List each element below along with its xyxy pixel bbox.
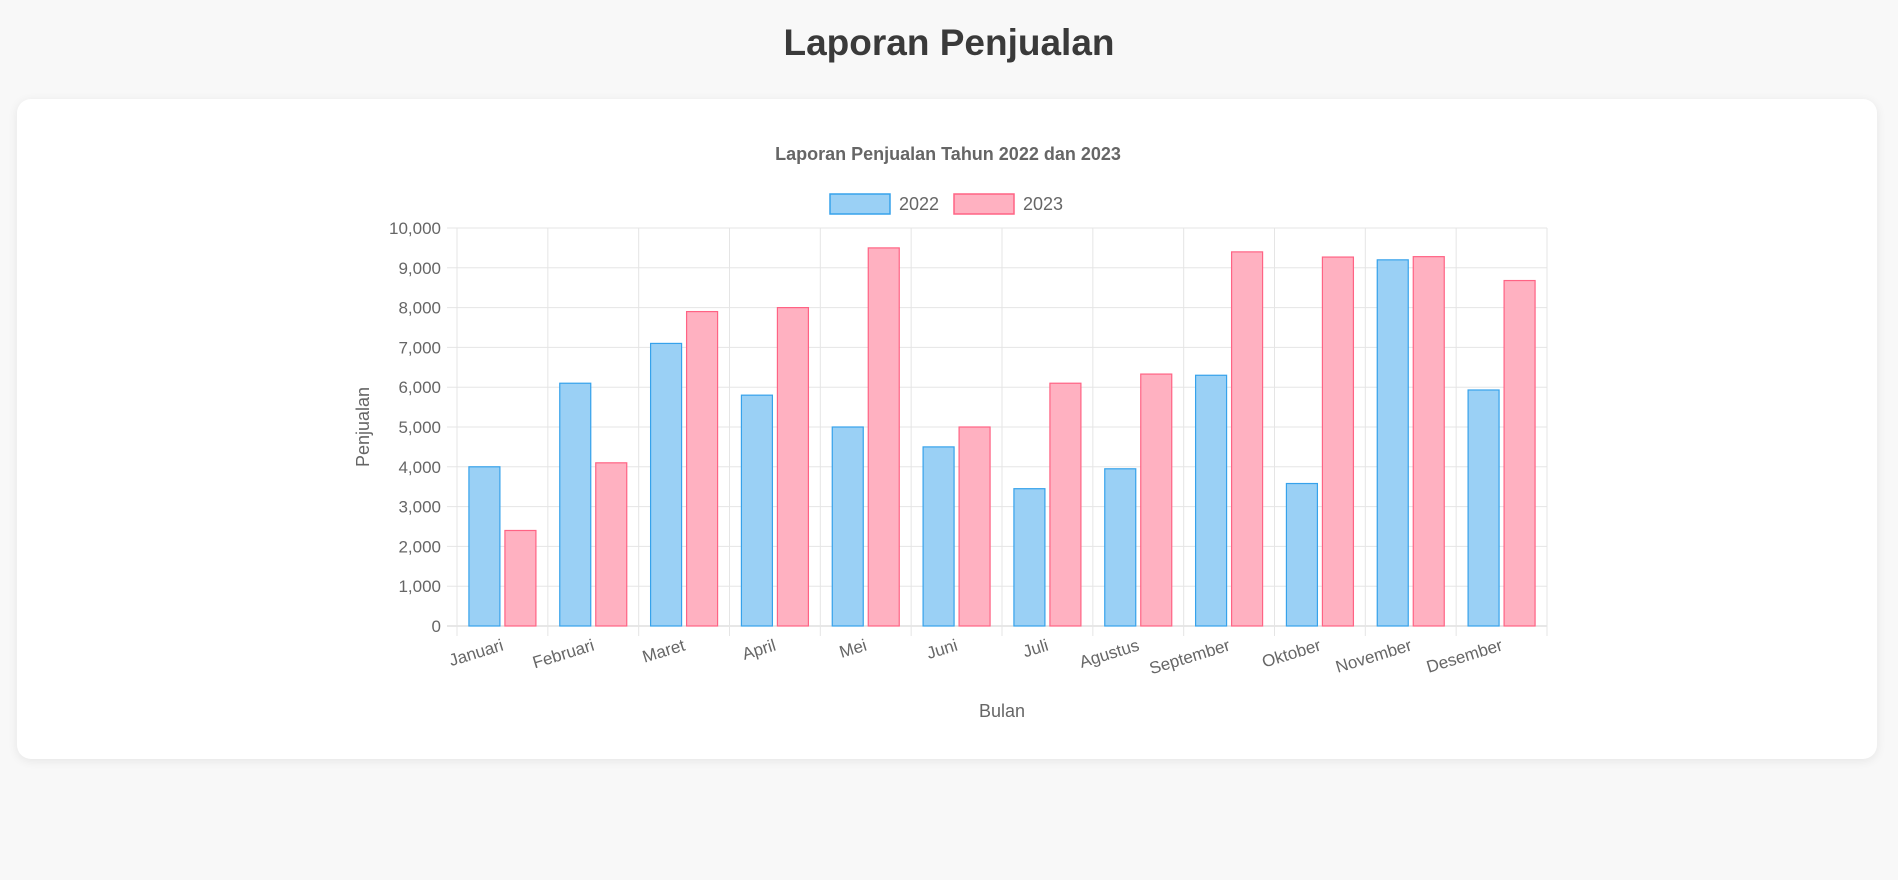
bar-2022-november[interactable] bbox=[1376, 259, 1409, 627]
x-tick-label: Juli bbox=[1021, 636, 1051, 662]
y-tick-label: 5,000 bbox=[398, 418, 441, 437]
bar-2023-oktober[interactable] bbox=[1321, 256, 1355, 627]
legend-item-2022[interactable]: 2022 bbox=[829, 193, 939, 215]
y-tick-label: 7,000 bbox=[398, 338, 441, 357]
chart-card bbox=[17, 99, 1877, 759]
bar-2022-juli[interactable] bbox=[1013, 488, 1046, 627]
legend-swatch-2023 bbox=[953, 193, 1015, 215]
bar-2022-maret[interactable] bbox=[649, 342, 683, 627]
y-tick-label: 2,000 bbox=[398, 537, 441, 556]
bar-2022-februari[interactable] bbox=[559, 382, 592, 627]
bar-2023-april[interactable] bbox=[776, 307, 810, 627]
y-axis-ticks: 0 1,000 2,000 3,000 4,000 5,000 6,000 7,000 8,00… bbox=[389, 219, 441, 636]
y-tick-label: 9,000 bbox=[398, 259, 441, 278]
bar-2022-oktober[interactable] bbox=[1285, 482, 1319, 627]
bar-2022-agustus[interactable] bbox=[1104, 468, 1137, 627]
page-title: Laporan Penjualan bbox=[783, 22, 1115, 63]
bar-2022-april[interactable] bbox=[740, 394, 774, 627]
x-tick-label: November bbox=[1333, 636, 1414, 677]
y-tick-label: 10,000 bbox=[389, 219, 441, 238]
bar-2023-mei[interactable] bbox=[867, 247, 900, 627]
bar-2022-september[interactable] bbox=[1194, 374, 1228, 627]
x-tick-label: Juni bbox=[924, 636, 959, 663]
x-tick-label: Agustus bbox=[1077, 636, 1141, 672]
bar-2023-juli[interactable] bbox=[1049, 382, 1082, 627]
x-axis-title: Bulan bbox=[979, 701, 1025, 721]
bar-2023-februari[interactable] bbox=[595, 462, 628, 627]
x-tick-label: Maret bbox=[640, 636, 687, 667]
bar-2023-november[interactable] bbox=[1412, 256, 1445, 627]
bar-2023-januari[interactable] bbox=[504, 529, 537, 627]
x-tick-label: Februari bbox=[530, 636, 596, 673]
legend-item-2023[interactable]: 2023 bbox=[953, 193, 1063, 215]
x-tick-label: September bbox=[1147, 636, 1232, 679]
y-tick-label: 1,000 bbox=[398, 577, 441, 596]
x-tick-label: Januari bbox=[447, 636, 506, 670]
bar-2022-juni[interactable] bbox=[922, 446, 955, 627]
x-tick-label: April bbox=[740, 636, 778, 664]
bar-2023-september[interactable] bbox=[1230, 251, 1264, 627]
bar-2023-juni[interactable] bbox=[958, 426, 991, 627]
x-tick-label: Mei bbox=[837, 636, 869, 662]
bar-2022-januari[interactable] bbox=[468, 466, 501, 627]
bar-2023-desember[interactable] bbox=[1503, 279, 1536, 627]
y-axis-title: Penjualan bbox=[353, 387, 373, 467]
legend-swatch-2022 bbox=[829, 193, 891, 215]
bar-2022-mei[interactable] bbox=[831, 426, 864, 627]
y-tick-label: 6,000 bbox=[398, 378, 441, 397]
y-tick-label: 0 bbox=[432, 617, 441, 636]
chart-title: Laporan Penjualan Tahun 2022 dan 2023 bbox=[775, 144, 1121, 164]
bar-2022-desember[interactable] bbox=[1467, 389, 1500, 627]
grid-lines bbox=[447, 227, 1548, 636]
x-axis-ticks: Januari Februari Maret April Mei Juni Juli Agus… bbox=[447, 636, 1505, 679]
x-tick-label: Oktober bbox=[1260, 636, 1324, 672]
legend-label-2022: 2022 bbox=[899, 194, 939, 214]
y-tick-label: 3,000 bbox=[398, 498, 441, 517]
bar-2023-maret[interactable] bbox=[685, 310, 719, 627]
y-tick-label: 4,000 bbox=[398, 458, 441, 477]
legend: 2022 2023 bbox=[829, 193, 1063, 215]
bars bbox=[468, 247, 1536, 627]
bar-2023-agustus[interactable] bbox=[1140, 373, 1173, 627]
legend-label-2023: 2023 bbox=[1023, 194, 1063, 214]
x-tick-label: Desember bbox=[1424, 636, 1505, 677]
y-tick-label: 8,000 bbox=[398, 299, 441, 318]
